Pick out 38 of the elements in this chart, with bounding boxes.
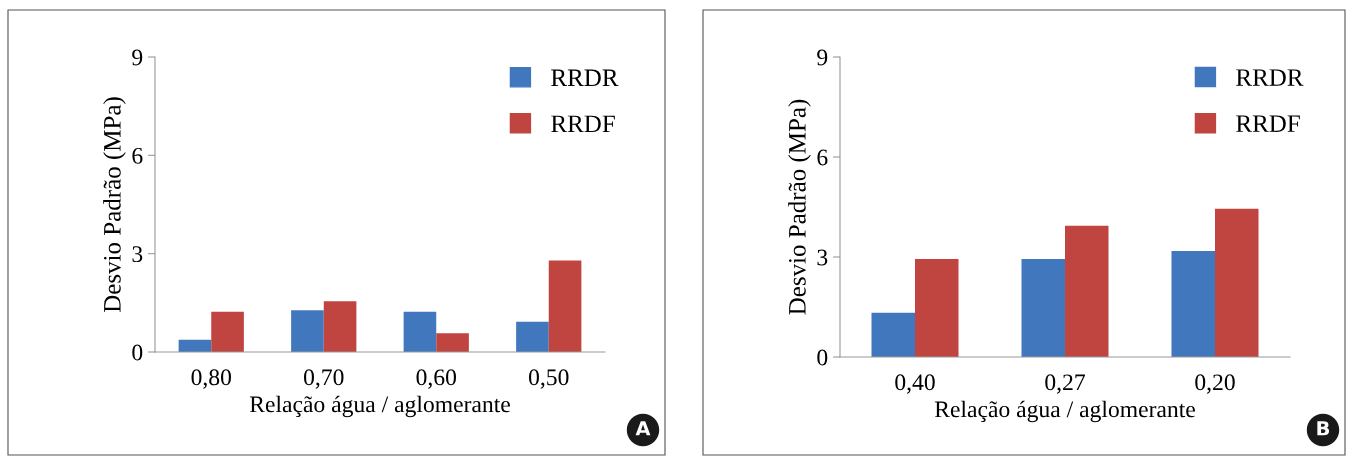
y-axis-title: Desvio Padrão (MPa) bbox=[103, 97, 126, 313]
y-tick-label: 3 bbox=[132, 246, 143, 263]
bar bbox=[915, 259, 959, 357]
bar bbox=[211, 311, 244, 352]
bar bbox=[1215, 208, 1259, 357]
y-axis-title: Desvio Padrão (MPa) bbox=[788, 99, 811, 315]
x-axis-title: Relação água / aglomerante bbox=[249, 395, 510, 418]
y-tick-label: 9 bbox=[132, 49, 143, 66]
bar bbox=[1171, 251, 1215, 357]
text: A bbox=[635, 421, 651, 436]
x-tick-label: 0,40 bbox=[895, 374, 935, 394]
legend-label: RRDF bbox=[1236, 115, 1300, 132]
x-tick-label: 0,60 bbox=[416, 369, 457, 389]
x-tick-label: 0,50 bbox=[528, 369, 569, 389]
x-tick-label: 0,27 bbox=[1045, 374, 1085, 394]
bar bbox=[871, 312, 915, 357]
x-tick-label: 0,70 bbox=[303, 369, 344, 389]
y-tick-label: 6 bbox=[817, 149, 828, 166]
legend-label: RRDR bbox=[551, 69, 619, 86]
x-tick-label: 0,80 bbox=[191, 369, 232, 389]
bar bbox=[1065, 225, 1109, 357]
bar bbox=[548, 260, 582, 352]
y-tick-label: 0 bbox=[132, 344, 143, 361]
y-tick-label: 9 bbox=[817, 49, 828, 66]
bar bbox=[516, 321, 549, 352]
bar bbox=[403, 311, 437, 352]
legend-label: RRDF bbox=[551, 115, 615, 133]
x-axis-title: Relação água / aglomerante bbox=[934, 400, 1195, 423]
bar bbox=[436, 333, 469, 352]
y-tick-label: 3 bbox=[817, 249, 828, 266]
bar bbox=[1021, 259, 1065, 357]
y-tick-label: 6 bbox=[132, 147, 143, 164]
x-tick-label: 0,20 bbox=[1195, 374, 1235, 394]
bar bbox=[291, 310, 324, 352]
bar bbox=[323, 301, 357, 352]
text: B bbox=[1317, 421, 1330, 436]
legend-label: RRDR bbox=[1236, 69, 1304, 86]
y-tick-label: 0 bbox=[817, 349, 828, 366]
